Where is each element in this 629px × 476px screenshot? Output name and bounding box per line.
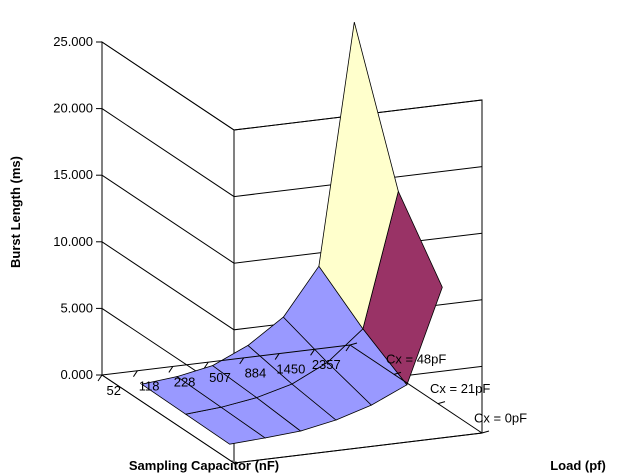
z-axis-title: Burst Length (ms): [8, 156, 23, 268]
x-tick-label: 507: [209, 370, 231, 385]
z-tick-label: 15.000: [53, 167, 93, 182]
x-tick-mark: [345, 344, 351, 352]
x-tick-label: 1450: [276, 361, 305, 376]
z-tick-label: 20.000: [53, 101, 93, 116]
x-tick-label: 2357: [312, 357, 341, 372]
x-tick-label: 118: [139, 379, 160, 394]
depth-axis-line: [349, 344, 483, 434]
gridline-0: [101, 374, 483, 464]
depth-tick-mark: [481, 430, 490, 434]
surface-plot: [140, 21, 443, 445]
z-tick-label: 5.000: [60, 300, 93, 315]
gridline-4: [101, 108, 483, 198]
series-label: Cx = 48pF: [386, 352, 446, 367]
depth-tick-mark: [437, 401, 446, 405]
x-axis-line: [101, 344, 351, 376]
x-tick-mark: [310, 349, 315, 356]
x-tick-label: 228: [174, 374, 196, 389]
depth-tick-mark: [393, 371, 402, 375]
x-tick-label: 52: [106, 383, 120, 398]
z-tick-label: 0.000: [60, 367, 93, 382]
x-axis-title: Sampling Capacitor (nF): [129, 458, 279, 473]
gridlines: [101, 41, 483, 464]
depth-axis-title: Load (pf): [550, 458, 606, 473]
surface-cell: [318, 21, 399, 330]
x-tick-mark: [168, 366, 174, 373]
x-tick-mark: [133, 370, 138, 377]
axis-labels: 0.000 5.000 10.000 15.000 20.000 25.000 52 118 2…: [53, 34, 527, 425]
series-label: Cx = 0pF: [474, 410, 527, 425]
x-tick-mark: [203, 361, 209, 369]
axes: [96, 41, 490, 434]
x-tick-mark: [97, 374, 103, 382]
x-tick-mark: [239, 357, 245, 365]
x-tick-mark: [274, 353, 280, 360]
series-label: Cx = 21pF: [430, 381, 490, 396]
z-tick-label: 10.000: [53, 234, 93, 249]
z-tick-label: 25.000: [53, 34, 93, 49]
gridline-5: [101, 41, 483, 131]
x-tick-label: 884: [245, 366, 267, 381]
depth-tick-mark: [349, 342, 358, 346]
